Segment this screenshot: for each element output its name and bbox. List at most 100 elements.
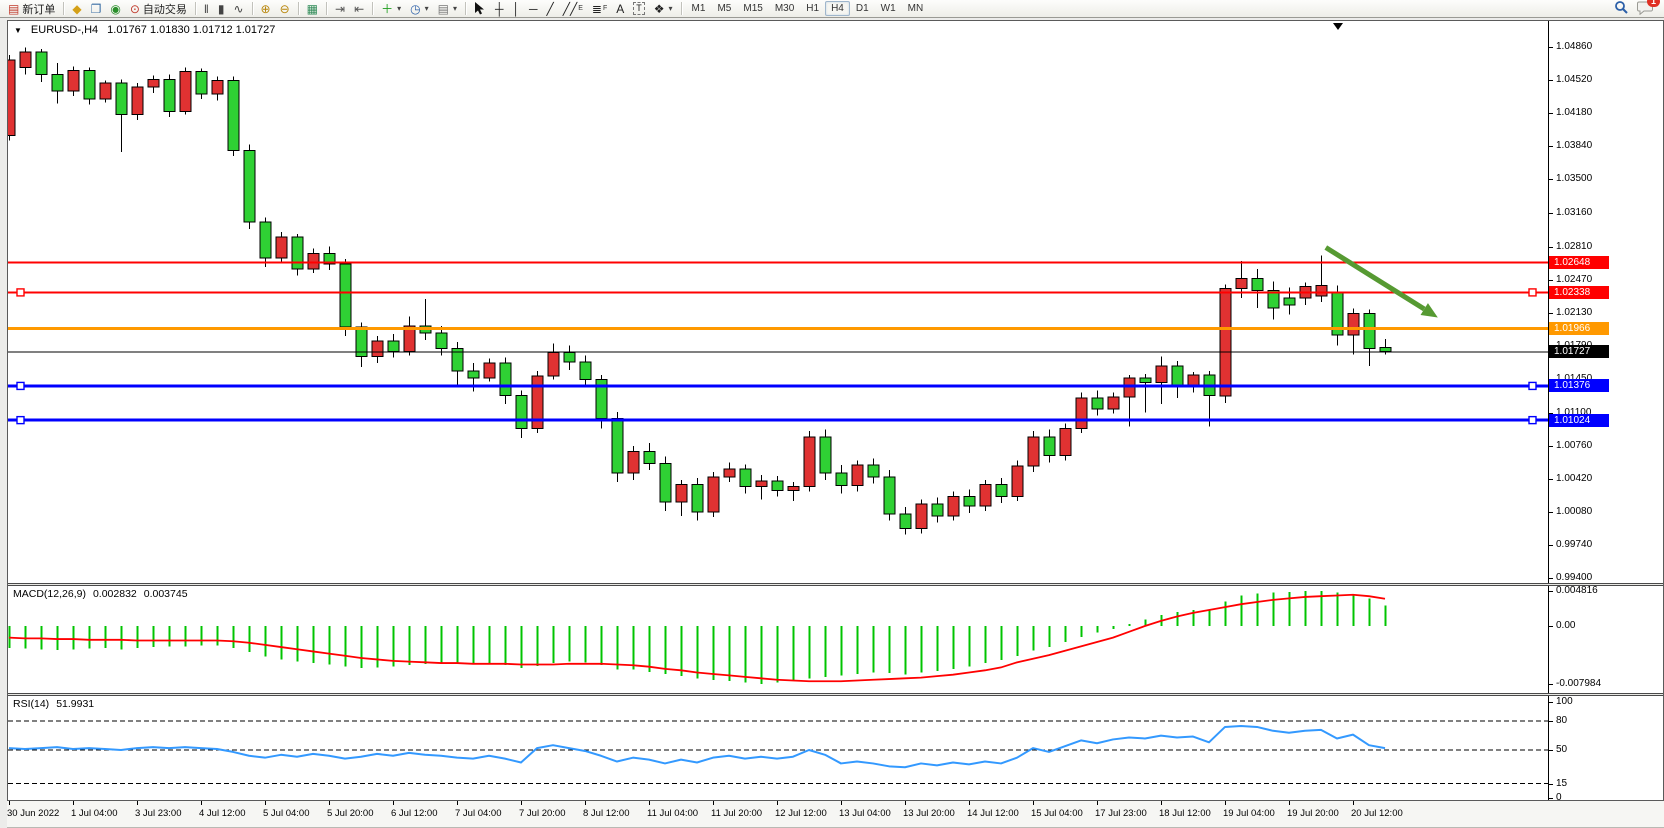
time-tick-label: 19 Jul 20:00 bbox=[1287, 808, 1339, 819]
trendline-button[interactable]: ╱ bbox=[543, 1, 558, 17]
search-icon[interactable] bbox=[1614, 0, 1629, 18]
timeframe-m1[interactable]: M1 bbox=[691, 3, 706, 14]
candle bbox=[51, 73, 64, 92]
toolbar-separator bbox=[251, 2, 253, 15]
timeframe-w1[interactable]: W1 bbox=[880, 3, 896, 14]
candle bbox=[515, 394, 528, 429]
equidistant-channel-button[interactable]: ╱╱ E bbox=[559, 1, 587, 17]
zoom-out-button[interactable]: ⊖ bbox=[276, 1, 294, 17]
autotrading-button[interactable]: ⊙ 自动交易 bbox=[126, 1, 191, 17]
collapse-caret-icon[interactable]: ▼ bbox=[14, 25, 22, 35]
macd-tick-label: 0.00 bbox=[1556, 620, 1576, 631]
profile-button[interactable]: ◆ bbox=[68, 1, 85, 17]
text-label-button[interactable]: T bbox=[629, 1, 649, 17]
trend-arrow[interactable] bbox=[1324, 245, 1438, 318]
time-tick bbox=[1225, 801, 1226, 805]
timeframe-h4[interactable]: H4 bbox=[825, 1, 850, 16]
bar-chart-button[interactable]: ‖ bbox=[200, 1, 213, 17]
candle bbox=[691, 484, 704, 513]
arrows-tool-button[interactable]: ❖ ▾ bbox=[650, 1, 677, 17]
time-tick bbox=[393, 801, 394, 805]
cursor-button[interactable] bbox=[470, 1, 490, 17]
panel-splitter[interactable] bbox=[8, 693, 1663, 696]
templates-icon: ▤ bbox=[437, 1, 449, 16]
candle bbox=[1123, 377, 1136, 398]
line-anchor[interactable] bbox=[1528, 415, 1537, 425]
templates-button[interactable]: ▤ ▾ bbox=[434, 1, 461, 17]
time-tick-label: 11 Jul 04:00 bbox=[647, 808, 699, 819]
price-tick-label: 1.03160 bbox=[1556, 206, 1593, 218]
line-chart-button[interactable]: ∿ bbox=[229, 1, 247, 17]
horizontal-line-icon: ─ bbox=[529, 1, 538, 16]
candle bbox=[883, 476, 896, 515]
line-anchor[interactable] bbox=[16, 381, 25, 391]
toolbar-separator bbox=[194, 2, 196, 15]
new-order-button[interactable]: ▤ 新订单 bbox=[4, 1, 59, 17]
arrange-windows-button[interactable]: ▦ bbox=[303, 1, 322, 17]
scroll-to-end-button[interactable]: ⇥ bbox=[331, 1, 349, 17]
crosshair-button[interactable]: ┼ bbox=[491, 1, 508, 17]
horizontal-line-button[interactable]: ─ bbox=[525, 1, 542, 17]
timeframe-d1[interactable]: D1 bbox=[855, 3, 869, 14]
time-tick bbox=[713, 801, 714, 805]
text-button[interactable]: A bbox=[612, 1, 628, 17]
periods-icon: ◷ bbox=[410, 1, 421, 16]
candle bbox=[723, 468, 736, 478]
price-badge: 1.02648 bbox=[1549, 255, 1609, 269]
zoom-in-button[interactable]: ⊕ bbox=[257, 1, 275, 17]
periods-button[interactable]: ◷ ▾ bbox=[406, 1, 433, 17]
candle bbox=[643, 451, 656, 464]
timeframe-mn[interactable]: MN bbox=[907, 3, 924, 14]
level-line[interactable] bbox=[8, 288, 1548, 297]
panel-splitter[interactable] bbox=[8, 583, 1663, 586]
time-tick-label: 11 Jul 20:00 bbox=[711, 808, 763, 819]
price-badge: 1.02338 bbox=[1549, 285, 1609, 299]
timeframe-m15[interactable]: M15 bbox=[743, 3, 763, 14]
rsi-tick-label: 100 bbox=[1556, 696, 1573, 707]
rsi-label: RSI(14) 51.9931 bbox=[13, 698, 95, 710]
time-tick-label: 20 Jul 12:00 bbox=[1351, 808, 1403, 819]
candle bbox=[547, 351, 560, 377]
candlestick-chart-button[interactable]: ▮ bbox=[214, 1, 229, 17]
candle bbox=[1043, 436, 1056, 457]
time-axis[interactable]: 30 Jun 2022 1 Jul 04:00 3 Jul 23:00 4 Jul 1… bbox=[7, 801, 1664, 828]
macd-panel[interactable] bbox=[8, 586, 1548, 693]
timeframe-m5[interactable]: M5 bbox=[717, 3, 732, 14]
candle bbox=[787, 486, 800, 492]
candle bbox=[275, 236, 288, 259]
line-anchor[interactable] bbox=[16, 415, 25, 425]
signal-button[interactable]: ◉ bbox=[106, 1, 124, 17]
candle bbox=[771, 480, 784, 492]
line-anchor[interactable] bbox=[16, 288, 25, 297]
level-line[interactable] bbox=[8, 415, 1548, 425]
line-anchor[interactable] bbox=[1528, 381, 1537, 391]
candle bbox=[291, 236, 304, 270]
tile-windows-button[interactable]: ❐ bbox=[87, 1, 106, 17]
time-tick bbox=[585, 801, 586, 805]
candle bbox=[115, 82, 128, 115]
chat-icon[interactable]: 1 bbox=[1637, 0, 1660, 18]
time-tick bbox=[1353, 801, 1354, 805]
chart-panel[interactable]: ▼ EURUSD-,H4 1.01767 1.01830 1.01712 1.0… bbox=[7, 20, 1664, 803]
chevron-down-icon: ▾ bbox=[424, 4, 429, 13]
time-tick-label: 13 Jul 20:00 bbox=[903, 808, 955, 819]
line-anchor[interactable] bbox=[1528, 288, 1537, 297]
candle bbox=[307, 252, 320, 270]
candle bbox=[979, 484, 992, 507]
chart-shift-button[interactable]: ⇤ bbox=[350, 1, 368, 17]
fibonacci-button[interactable]: ≣ F bbox=[588, 1, 611, 17]
price-badge: 1.01024 bbox=[1549, 413, 1609, 427]
toolbar-separator bbox=[372, 2, 374, 15]
vertical-line-button[interactable]: │ bbox=[509, 1, 525, 17]
rsi-panel[interactable] bbox=[8, 696, 1548, 800]
indicators-add-button[interactable]: ＋ ▾ bbox=[377, 1, 405, 17]
timeframe-m30[interactable]: M30 bbox=[774, 3, 795, 14]
chart-shift-marker[interactable] bbox=[1333, 23, 1343, 30]
bar-chart-icon: ‖ bbox=[203, 1, 209, 16]
rsi-tick-label: 50 bbox=[1556, 744, 1568, 755]
price-chart[interactable] bbox=[8, 21, 1548, 582]
equidistant-channel-icon: ╱╱ bbox=[562, 1, 578, 16]
level-line[interactable] bbox=[8, 381, 1548, 391]
timeframe-h1[interactable]: H1 bbox=[806, 3, 820, 14]
autotrading-label: 自动交易 bbox=[142, 3, 187, 16]
